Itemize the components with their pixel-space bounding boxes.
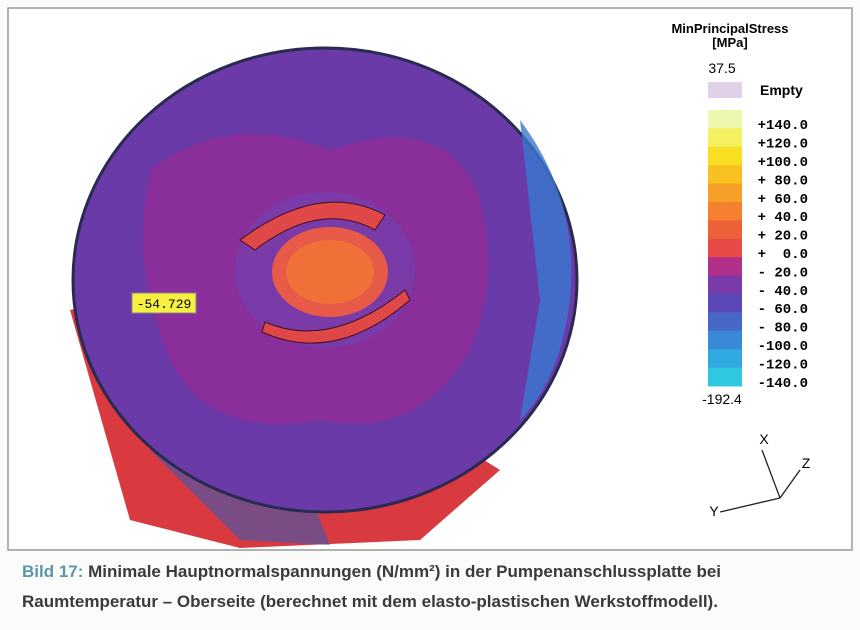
legend-swatch: [708, 257, 742, 276]
legend-label: +140.0: [758, 118, 808, 134]
legend-unit: [MPa]: [712, 35, 747, 50]
legend-swatch: [708, 331, 742, 350]
legend-empty: Empty: [760, 82, 803, 98]
legend: +140.0 +120.0 +100.0 + 80.0 + 60.0 + 40.0 + 20…: [708, 110, 808, 392]
legend-swatch: [708, 312, 742, 331]
figure: -54.729 MinPrincipalStress [MPa] 37.5 Em…: [0, 0, 860, 630]
legend-label: -100.0: [758, 339, 808, 355]
empty-swatch: [708, 82, 742, 98]
legend-max: 37.5: [708, 60, 735, 76]
legend-swatch: [708, 147, 742, 166]
legend-label: + 60.0: [758, 192, 808, 208]
page: -54.729 MinPrincipalStress [MPa] 37.5 Em…: [0, 0, 860, 630]
caption-label: Bild 17:: [22, 562, 83, 581]
probe-value: -54.729: [137, 297, 192, 312]
legend-label: + 20.0: [758, 229, 808, 245]
legend-label: + 80.0: [758, 173, 808, 189]
legend-label: -120.0: [758, 357, 808, 373]
legend-label: +100.0: [758, 155, 808, 171]
caption-text: Minimale Hauptnormalspannungen (N/mm²) i…: [88, 562, 721, 581]
legend-swatch: [708, 294, 742, 313]
legend-swatch: [708, 165, 742, 184]
legend-swatch: [708, 220, 742, 239]
legend-label: - 40.0: [758, 284, 808, 300]
legend-label: + 40.0: [758, 210, 808, 226]
legend-swatch: [708, 202, 742, 221]
legend-label: - 60.0: [758, 302, 808, 318]
legend-swatch: [708, 368, 742, 387]
axis-z: Z: [802, 455, 811, 471]
caption-line: Bild 17: Minimale Hauptnormalspannungen …: [22, 562, 721, 582]
legend-swatch: [708, 184, 742, 203]
caption-text: Raumtemperatur – Oberseite (berechnet mi…: [22, 592, 718, 612]
legend-label: + 0.0: [758, 247, 808, 263]
hub-center: [286, 240, 374, 304]
axis-y: Y: [709, 503, 719, 519]
legend-swatch: [708, 128, 742, 147]
legend-label: - 80.0: [758, 321, 808, 337]
legend-label: -140.0: [758, 376, 808, 392]
legend-swatch: [708, 110, 742, 129]
legend-title: MinPrincipalStress: [671, 21, 788, 36]
legend-min: -192.4: [702, 391, 742, 407]
legend-label: - 20.0: [758, 265, 808, 281]
legend-label: +120.0: [758, 137, 808, 153]
legend-swatch: [708, 276, 742, 295]
axis-x: X: [759, 431, 769, 447]
legend-swatch: [708, 349, 742, 368]
legend-swatch: [708, 239, 742, 258]
